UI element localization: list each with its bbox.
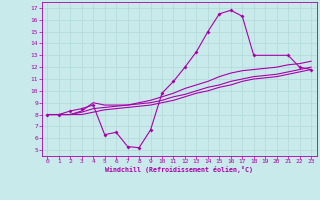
- X-axis label: Windchill (Refroidissement éolien,°C): Windchill (Refroidissement éolien,°C): [105, 166, 253, 173]
